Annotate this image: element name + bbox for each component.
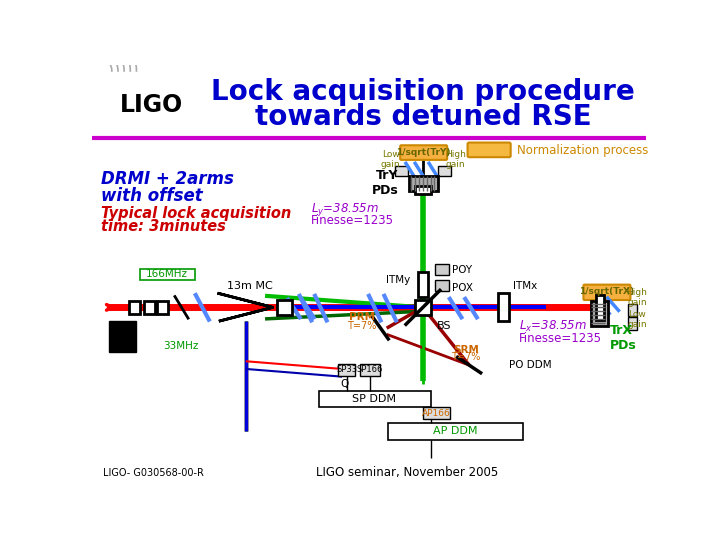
Bar	[596, 295, 604, 320]
Bar	[628, 318, 637, 330]
FancyBboxPatch shape	[583, 285, 631, 300]
Text: Finesse=1235: Finesse=1235	[311, 214, 395, 227]
Text: DRMI + 2arms: DRMI + 2arms	[101, 170, 234, 188]
Bar	[498, 294, 509, 321]
Text: POX: POX	[452, 283, 473, 293]
Text: $L_x$=38.55m: $L_x$=38.55m	[519, 319, 587, 334]
Text: TrX
PDs: TrX PDs	[610, 325, 636, 352]
Bar	[628, 303, 637, 316]
Text: TrY
PDs: TrY PDs	[372, 170, 398, 198]
Text: AP166: AP166	[422, 409, 451, 418]
Bar	[276, 300, 292, 315]
Text: with offset: with offset	[101, 187, 203, 205]
Bar	[395, 166, 408, 176]
Text: Lock acquisition procedure: Lock acquisition procedure	[211, 78, 635, 106]
FancyBboxPatch shape	[467, 143, 510, 157]
Text: 1/sqrt(TrX): 1/sqrt(TrX)	[580, 287, 634, 296]
Bar	[319, 390, 431, 408]
Bar	[435, 264, 449, 275]
Bar	[415, 300, 431, 315]
Text: High
gain: High gain	[626, 288, 647, 307]
Text: 13m MC: 13m MC	[227, 281, 273, 291]
Text: SRM: SRM	[453, 345, 479, 355]
Text: SP166: SP166	[356, 365, 383, 374]
Text: time: 3minutes: time: 3minutes	[101, 219, 226, 234]
Bar	[157, 301, 168, 314]
Bar	[388, 423, 523, 440]
Text: POY: POY	[452, 265, 472, 275]
Text: LIGO- G030568-00-R: LIGO- G030568-00-R	[103, 468, 204, 478]
Bar	[129, 301, 140, 314]
Bar	[435, 280, 449, 291]
Bar	[415, 186, 431, 194]
Bar	[423, 408, 450, 419]
Text: 1/sqrt(TrY): 1/sqrt(TrY)	[397, 148, 451, 157]
Text: ITMy: ITMy	[387, 275, 410, 285]
Bar	[409, 176, 438, 191]
Text: Finesse=1235: Finesse=1235	[519, 332, 602, 345]
Text: SP33: SP33	[336, 365, 357, 374]
Bar	[418, 272, 428, 296]
Text: BS: BS	[437, 321, 451, 331]
Bar	[144, 301, 155, 314]
Text: LIGO: LIGO	[120, 93, 184, 117]
FancyBboxPatch shape	[400, 145, 447, 160]
Text: High
gain: High gain	[445, 150, 466, 169]
Text: 166MHz: 166MHz	[146, 269, 188, 279]
Text: PO DDM: PO DDM	[509, 360, 552, 370]
Text: T=7%: T=7%	[347, 321, 377, 331]
Text: towards detuned RSE: towards detuned RSE	[255, 103, 591, 131]
Text: Low
gain: Low gain	[627, 310, 647, 329]
Text: AP DDM: AP DDM	[433, 426, 477, 436]
Text: T=7%: T=7%	[451, 353, 481, 362]
Text: 33MHz: 33MHz	[163, 341, 198, 351]
Text: SP DDM: SP DDM	[352, 394, 397, 404]
Bar	[109, 321, 135, 352]
Bar	[590, 301, 608, 326]
Text: Low
gain: Low gain	[381, 150, 400, 169]
Bar	[360, 363, 379, 376]
Bar	[438, 166, 451, 176]
Text: $L_y$=38.55m: $L_y$=38.55m	[311, 201, 379, 218]
Bar	[338, 363, 355, 376]
Text: ITMx: ITMx	[513, 281, 537, 291]
Bar	[140, 269, 195, 280]
Text: PRM: PRM	[349, 312, 375, 322]
Text: LIGO seminar, November 2005: LIGO seminar, November 2005	[316, 467, 499, 480]
Text: Typical lock acquisition: Typical lock acquisition	[101, 206, 292, 221]
Text: Q: Q	[341, 379, 348, 389]
Text: Normalization process: Normalization process	[517, 144, 648, 157]
